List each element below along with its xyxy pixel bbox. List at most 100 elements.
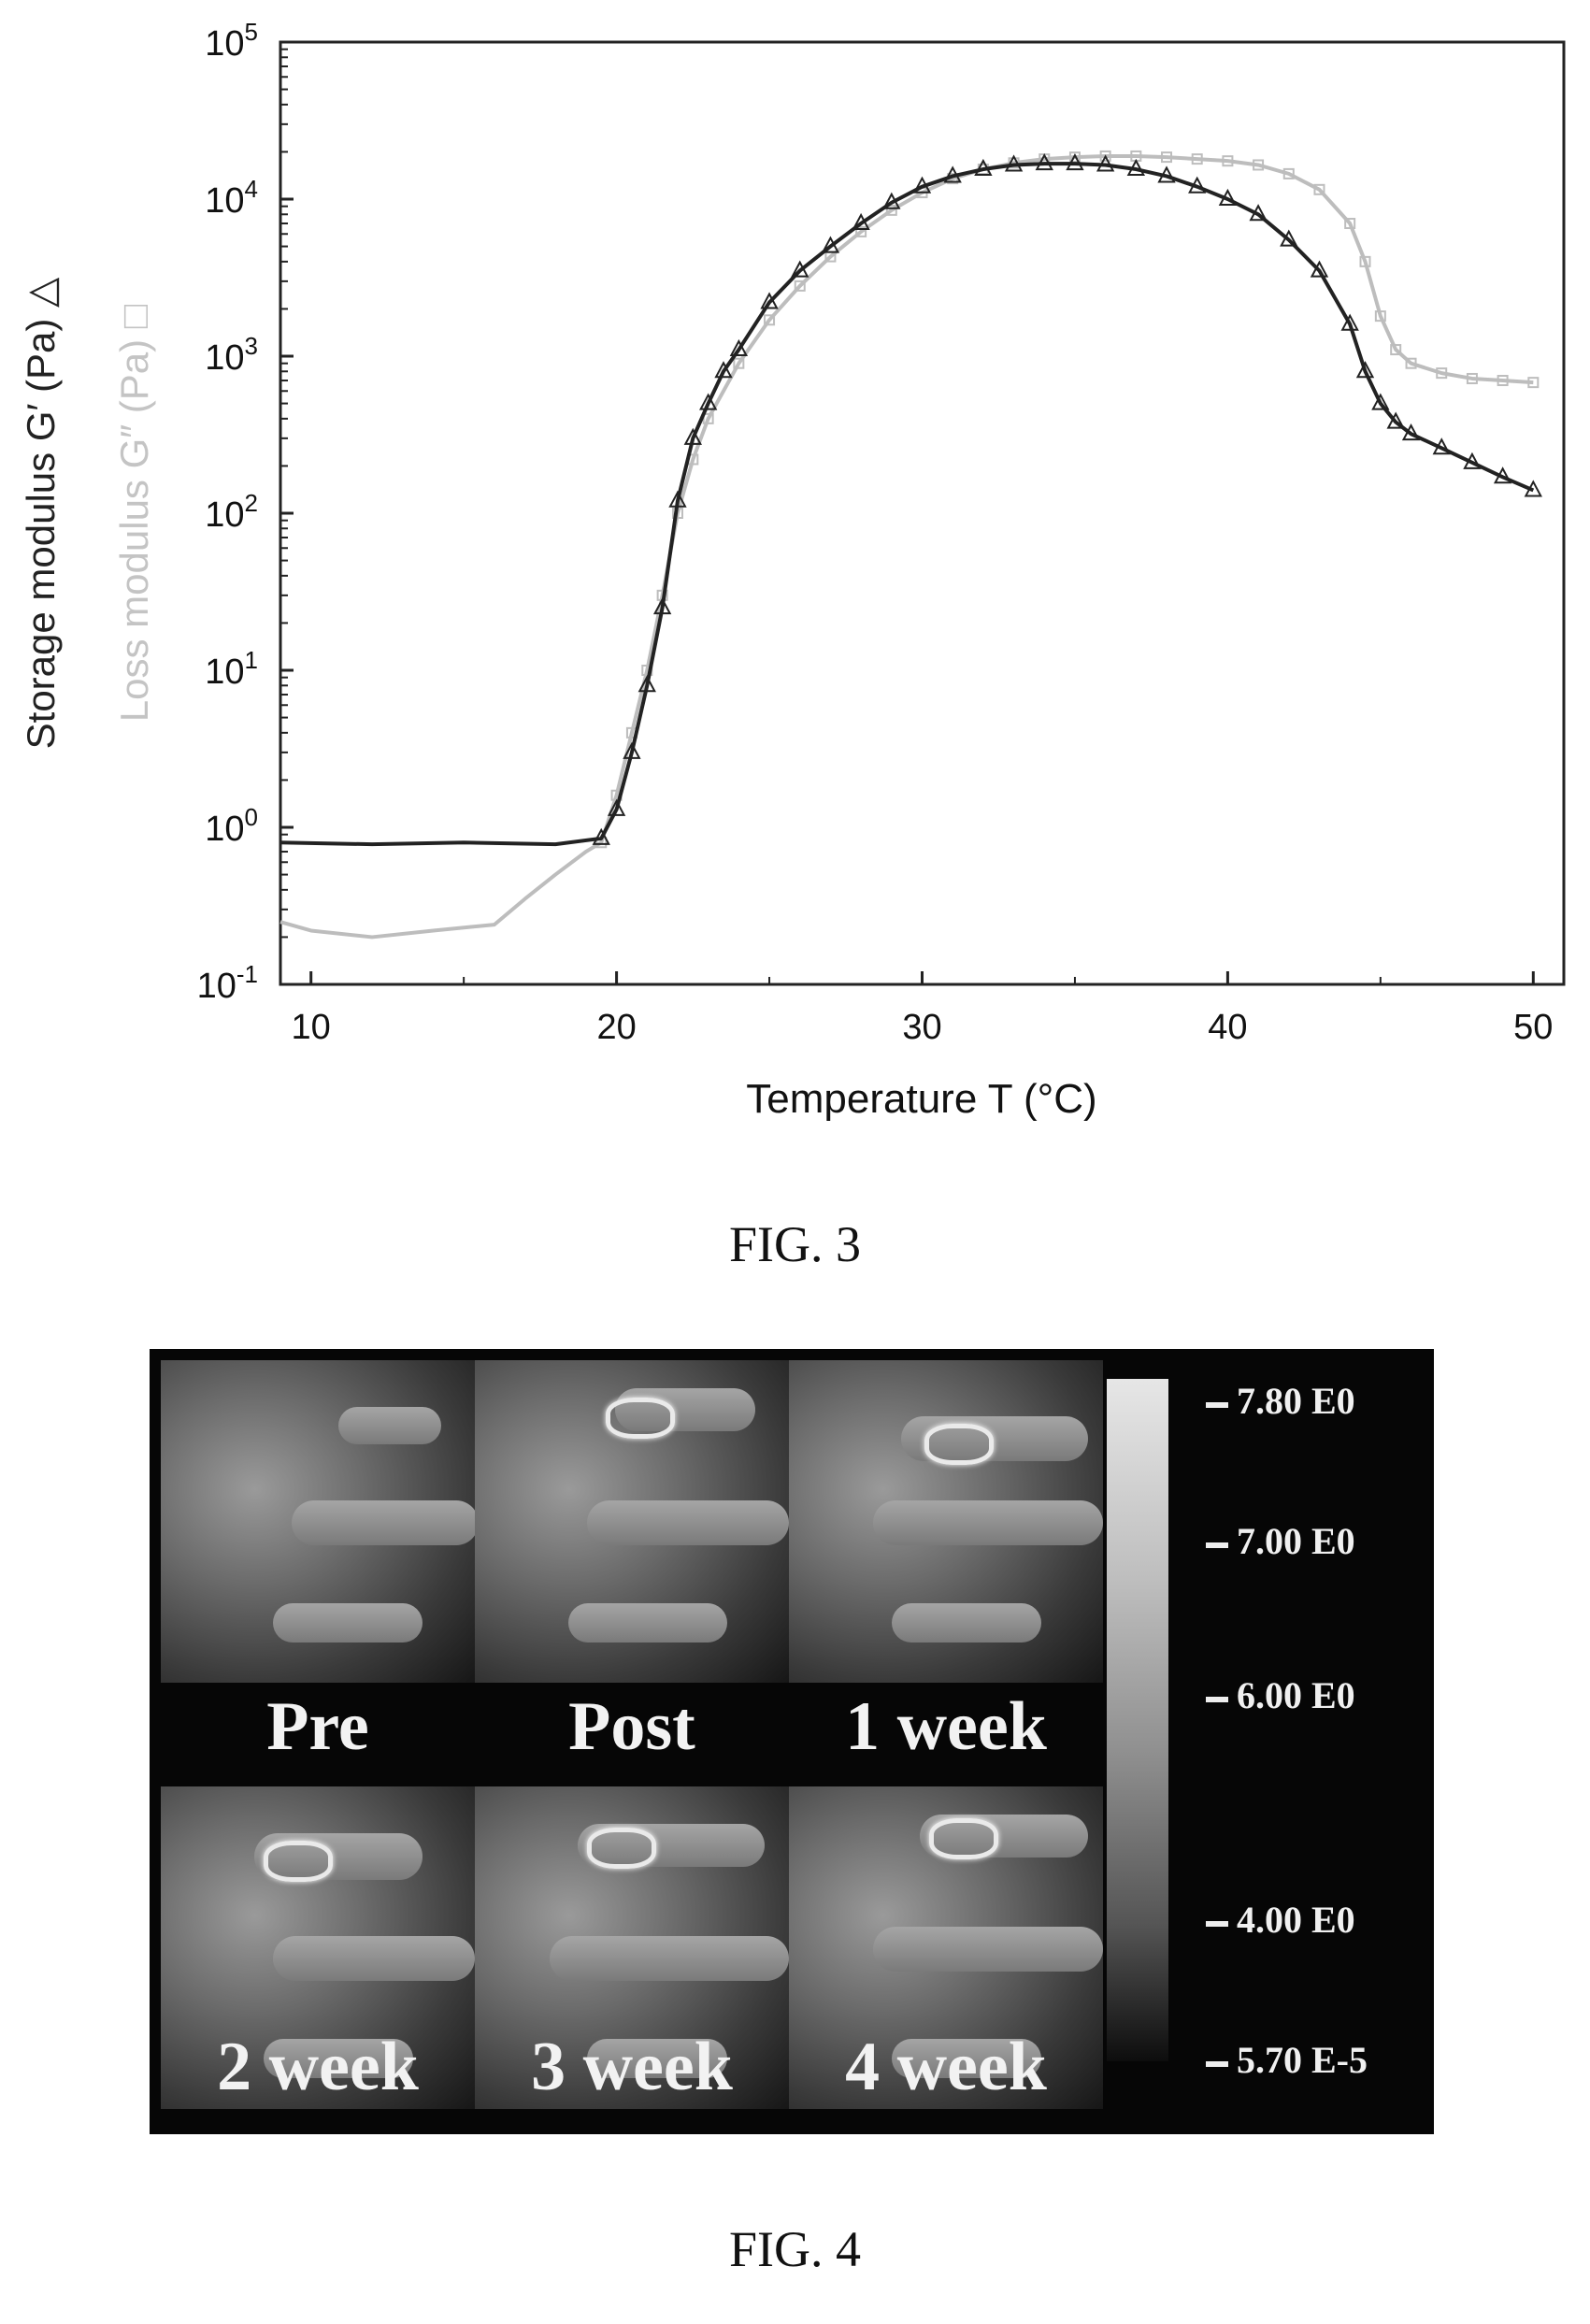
x-tick-label: 20 bbox=[596, 1008, 636, 1047]
series-line bbox=[279, 162, 1535, 847]
data-point-storage bbox=[1401, 423, 1421, 441]
y-tick-label: 103 bbox=[205, 332, 258, 378]
label-pre: Pre bbox=[266, 1688, 369, 1765]
y-tick-label: 104 bbox=[205, 175, 258, 221]
label-post: Post bbox=[568, 1688, 695, 1765]
data-point-loss bbox=[1282, 167, 1295, 179]
data-point-storage bbox=[821, 236, 840, 253]
photo-3-week bbox=[475, 1786, 789, 2109]
data-point-storage bbox=[1157, 165, 1176, 183]
data-point-storage bbox=[1355, 361, 1375, 379]
x-tick-label: 10 bbox=[292, 1008, 331, 1047]
data-point-loss bbox=[885, 204, 897, 216]
colorbar-tick bbox=[1206, 1697, 1228, 1702]
y-axis-label-storage: Storage modulus G′ (Pa) △ bbox=[19, 277, 63, 749]
data-point-storage bbox=[1463, 452, 1482, 469]
data-point-loss bbox=[1374, 310, 1386, 323]
data-point-storage bbox=[1126, 158, 1146, 177]
data-point-storage bbox=[729, 338, 749, 357]
data-point-storage bbox=[1035, 153, 1053, 171]
data-point-storage bbox=[882, 192, 901, 209]
data-point-loss bbox=[1344, 218, 1356, 230]
photo-2-week bbox=[161, 1786, 475, 2109]
data-point-loss bbox=[1161, 151, 1173, 164]
y-tick-label: 102 bbox=[205, 489, 258, 535]
fig4-image-panel: Pre Post 1 week 2 week 3 week 4 week 7.8… bbox=[150, 1349, 1434, 2134]
data-point-storage bbox=[912, 176, 932, 194]
data-point-storage bbox=[1280, 229, 1298, 247]
data-point-storage bbox=[1218, 188, 1238, 206]
colorbar-label: 7.00 E0 bbox=[1237, 1520, 1355, 1562]
data-point-storage bbox=[1004, 154, 1024, 172]
data-point-loss bbox=[733, 357, 745, 369]
data-point-storage bbox=[607, 798, 626, 816]
data-point-storage bbox=[1371, 393, 1390, 410]
y-tick-label: 10-1 bbox=[197, 960, 258, 1006]
data-point-loss bbox=[1466, 372, 1478, 384]
data-point-loss bbox=[1497, 375, 1509, 387]
data-point-storage bbox=[1188, 176, 1207, 194]
data-point-loss bbox=[1390, 344, 1402, 356]
data-point-storage bbox=[652, 597, 672, 615]
colorbar-tick bbox=[1206, 2061, 1228, 2067]
x-tick-label: 30 bbox=[902, 1008, 941, 1047]
data-point-loss bbox=[1436, 367, 1448, 380]
colorbar-label-min: 5.70 E-5 bbox=[1237, 2039, 1368, 2081]
data-point-storage bbox=[1493, 466, 1512, 484]
y-axis: 10-1 100 101 102 103 104 105 bbox=[197, 18, 294, 1006]
label-4-week: 4 week bbox=[845, 2029, 1047, 2105]
data-point-loss bbox=[1253, 159, 1265, 171]
data-point-storage bbox=[1096, 154, 1115, 172]
data-point-storage bbox=[1340, 313, 1359, 331]
data-point-loss bbox=[1222, 155, 1234, 167]
colorbar-label-max: 7.80 E0 bbox=[1237, 1380, 1355, 1422]
y-tick-label: 101 bbox=[205, 646, 258, 692]
data-point-storage bbox=[592, 827, 610, 845]
y-tick-label: 100 bbox=[205, 803, 258, 849]
plot-series bbox=[279, 150, 1542, 940]
data-point-storage bbox=[714, 361, 733, 379]
colorbar bbox=[1107, 1379, 1168, 2061]
data-point-storage bbox=[668, 490, 687, 508]
data-point-storage bbox=[852, 212, 870, 231]
label-2-week: 2 week bbox=[217, 2029, 419, 2105]
colorbar-tick bbox=[1206, 1402, 1228, 1408]
y-tick-label: 105 bbox=[205, 18, 258, 64]
data-point-storage bbox=[683, 427, 702, 445]
x-axis-label: Temperature T (°C) bbox=[746, 1076, 1096, 1122]
fig3-chart: 10-1 100 101 102 103 104 105 10 20 30 40 50 Temper… bbox=[19, 18, 1566, 1122]
data-point-storage bbox=[974, 158, 993, 177]
data-point-storage bbox=[699, 393, 718, 410]
data-point-loss bbox=[855, 225, 867, 237]
data-point-storage bbox=[760, 292, 779, 309]
photo-4-week bbox=[789, 1786, 1103, 2109]
x-tick-label: 40 bbox=[1208, 1008, 1247, 1047]
colorbar-label: 6.00 E0 bbox=[1237, 1674, 1355, 1716]
data-point-storage bbox=[1249, 204, 1268, 222]
colorbar-tick bbox=[1206, 1542, 1228, 1548]
data-point-loss bbox=[764, 314, 776, 326]
data-point-storage bbox=[1524, 480, 1542, 497]
data-point-storage bbox=[1386, 411, 1405, 429]
data-point-storage bbox=[623, 741, 641, 759]
data-point-storage bbox=[1432, 438, 1451, 455]
data-point-storage bbox=[791, 260, 809, 278]
colorbar-tick bbox=[1206, 1921, 1228, 1927]
data-point-loss bbox=[794, 280, 806, 292]
data-point-loss bbox=[1191, 153, 1203, 165]
photo-pre bbox=[161, 1360, 475, 1683]
label-1-week: 1 week bbox=[845, 1688, 1047, 1765]
data-point-storage bbox=[1066, 153, 1084, 171]
y-axis-label-loss: Loss modulus G″ (Pa) □ bbox=[112, 304, 156, 722]
x-axis: 10 20 30 40 50 bbox=[292, 971, 1553, 1047]
x-tick-label: 50 bbox=[1513, 1008, 1553, 1047]
data-point-storage bbox=[943, 165, 962, 183]
series-line bbox=[279, 153, 1534, 940]
data-point-loss bbox=[1405, 357, 1417, 369]
data-point-loss bbox=[1313, 183, 1325, 195]
label-3-week: 3 week bbox=[531, 2029, 733, 2105]
colorbar-label: 4.00 E0 bbox=[1237, 1899, 1355, 1941]
data-point-storage bbox=[637, 675, 656, 693]
photo-1-week bbox=[789, 1360, 1103, 1683]
data-point-loss bbox=[1527, 377, 1540, 389]
